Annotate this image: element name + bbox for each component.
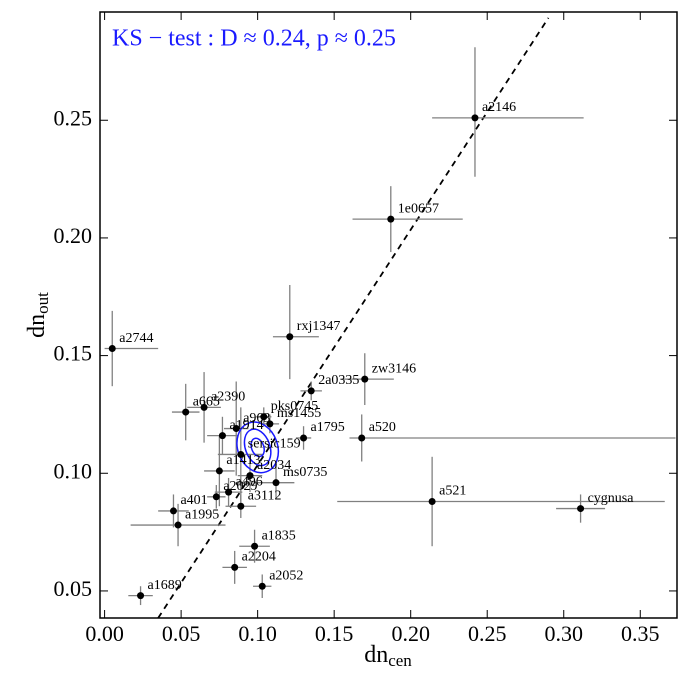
point [286,333,294,341]
annotation: KS − test : D ≈ 0.24, p ≈ 0.25 [112,26,396,52]
point [237,502,245,510]
point-label: a1835 [262,528,296,543]
point [174,521,182,529]
x-tick-label: 0.10 [238,621,277,646]
x-tick-label: 0.15 [315,621,354,646]
point [260,413,268,421]
point [387,215,395,223]
x-tick-label: 0.25 [468,621,507,646]
point [108,345,116,353]
point-label: a1689 [148,578,182,593]
x-tick-label: 0.35 [621,621,660,646]
point-label: a1413 [226,453,260,468]
point-label: zw3146 [372,361,416,376]
point [251,542,259,550]
x-label-main: dn [364,642,388,668]
x-tick-label: 0.00 [85,621,124,646]
point-label: a2744 [119,331,153,346]
point [577,505,585,513]
plot-area: a2146 1e0657 a2744 rxj1347 zw3146 2a0335 a520 a… [104,17,676,618]
point [358,434,366,442]
contour [243,428,272,467]
point-label: a496 [236,474,263,489]
x-label-sub: cen [388,651,412,670]
point-label: a1914 [229,418,263,433]
point-label: a2390 [211,390,245,405]
point [225,488,233,496]
y-tick-label: 0.15 [54,341,93,366]
point-label: a1995 [185,507,219,522]
y-tick-label: 0.20 [54,223,93,248]
point-label: a2204 [242,550,276,565]
point-label: a521 [439,484,466,499]
point-label: a520 [369,420,396,435]
y-axis-label: dnout [24,292,52,338]
point [246,472,254,480]
point [182,408,190,416]
point-label: a3112 [248,488,282,503]
point [361,375,369,383]
point-label: pks0745 [271,399,318,414]
point-label: a2146 [482,100,516,115]
point-label: 2a0335 [318,373,359,388]
point [258,582,266,590]
point [300,434,308,442]
y-tick-label: 0.10 [54,458,93,483]
contour [250,437,265,458]
y-tick-label: 0.05 [54,576,93,601]
point-label: a963 [243,411,270,426]
point-label: a2034 [257,458,291,473]
point-label: a2052 [269,568,303,583]
point-label: ms1455 [277,406,321,421]
y-tick-label: 0.25 [54,105,93,130]
point [428,498,436,506]
y-label-sub: out [33,292,52,314]
y-label-main: dn [24,314,50,338]
point-label: a1795 [311,420,345,435]
point [266,420,274,428]
point [215,467,223,475]
point [272,479,280,487]
point-label: ms0735 [283,465,327,480]
plot-frame [99,11,678,619]
point [137,592,145,600]
point [237,450,245,458]
point [212,493,220,501]
point [231,563,239,571]
point [200,403,208,411]
point-label: sersic159 [248,437,301,452]
point-label: a665 [193,394,220,409]
point-label: a2029 [223,479,257,494]
point [307,387,315,395]
point-label: a401 [180,493,207,508]
point [471,114,479,122]
point-label: cygnusa [588,491,635,506]
point-label: 1e0657 [398,201,439,216]
x-tick-label: 0.05 [162,621,201,646]
point-label: rxj1347 [297,319,341,334]
x-axis-label: dncen [364,642,412,670]
x-tick-label: 0.30 [544,621,583,646]
point [218,432,226,440]
point [169,507,177,515]
x-tick-label: 0.20 [391,621,430,646]
point [232,425,240,433]
